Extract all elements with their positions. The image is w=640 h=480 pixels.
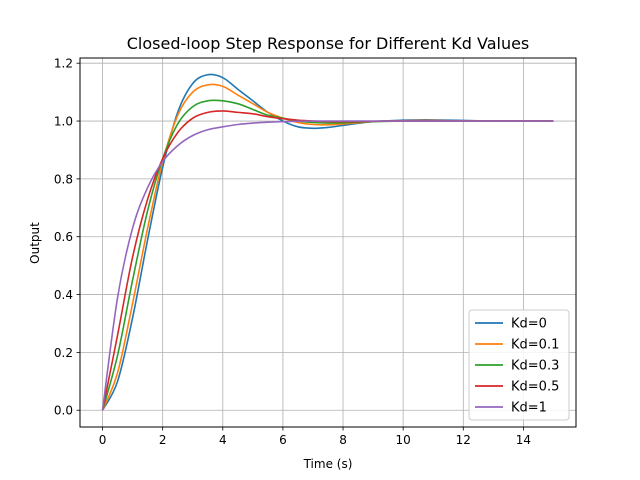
y-tick-label: 1.0 <box>54 115 73 129</box>
x-tick-label: 6 <box>279 433 287 447</box>
y-tick-label: 1.2 <box>54 57 73 71</box>
y-axis-label: Output <box>28 222 42 264</box>
series-lines <box>101 73 554 411</box>
y-tick-label: 0.0 <box>54 404 73 418</box>
legend-label: Kd=0.3 <box>511 359 559 374</box>
axis-ticks: 0 2 4 6 8 10 12 14 0.0 0.2 0.4 0.6 0.8 1.0 1.2 <box>54 57 531 447</box>
legend-label: Kd=1 <box>511 401 547 416</box>
y-tick-label: 0.6 <box>54 230 73 244</box>
y-tick-label: 0.2 <box>54 346 73 360</box>
legend-label: Kd=0 <box>511 317 547 332</box>
x-tick-label: 4 <box>219 433 227 447</box>
legend-box <box>468 309 570 421</box>
legend-label: Kd=0.1 <box>511 338 559 353</box>
y-tick-label: 0.4 <box>54 288 73 302</box>
x-tick-label: 12 <box>456 433 471 447</box>
x-tick-label: 14 <box>516 433 531 447</box>
legend: Kd=0 Kd=0.1 Kd=0.3 Kd=0.5 Kd=1 <box>468 309 570 421</box>
series-line-4 <box>101 120 554 411</box>
x-tick-label: 0 <box>99 433 107 447</box>
x-tick-label: 8 <box>339 433 347 447</box>
x-axis-label: Time (s) <box>303 457 353 471</box>
y-tick-label: 0.8 <box>54 172 73 186</box>
chart-title: Closed-loop Step Response for Different … <box>127 34 530 53</box>
plot-frame <box>79 57 577 428</box>
x-tick-label: 10 <box>396 433 411 447</box>
x-tick-label: 2 <box>159 433 167 447</box>
legend-label: Kd=0.5 <box>511 380 559 395</box>
